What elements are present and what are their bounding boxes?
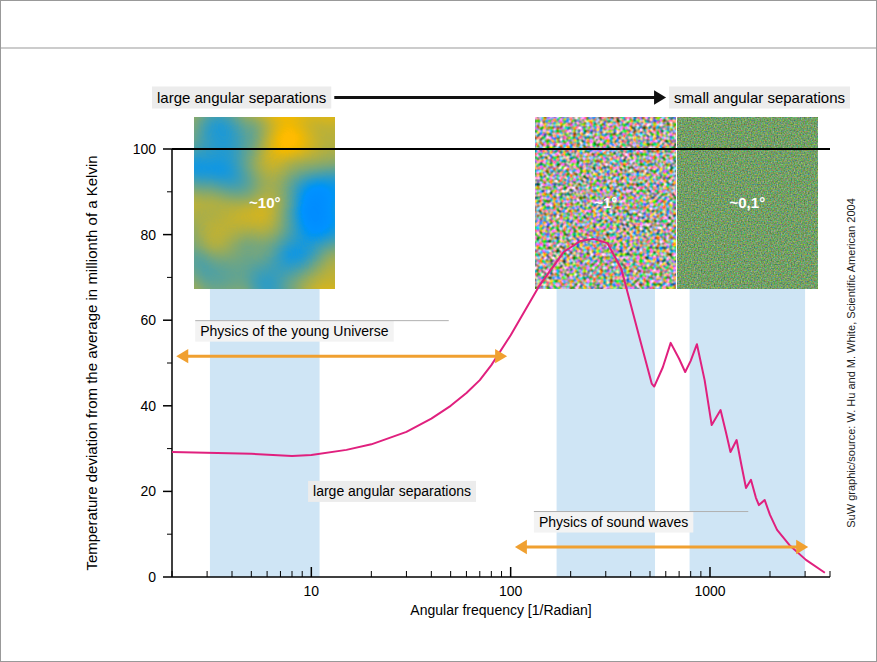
x-tick [510, 567, 512, 577]
label-patch [152, 87, 331, 109]
x-minor-tick [605, 571, 606, 577]
y-tick [163, 405, 172, 407]
label-rule [195, 320, 449, 321]
scale-label: ~10° [249, 194, 280, 211]
x-tick-label: 10 [304, 583, 320, 599]
note: large angular separations [308, 481, 476, 502]
arrow-head [654, 90, 666, 104]
x-minor-tick [649, 571, 650, 577]
y-tick-label: 60 [140, 312, 156, 328]
frame [1, 1, 877, 662]
range-arrow [186, 355, 497, 358]
arrow-head [515, 540, 527, 554]
spectrum-line [172, 239, 825, 573]
y-tick-label: 40 [140, 398, 156, 414]
x-minor-tick [570, 571, 571, 577]
y-tick [163, 234, 172, 236]
y-tick [163, 491, 172, 493]
x-minor-tick [450, 571, 451, 577]
top-frame [172, 148, 830, 150]
x-minor-tick [251, 571, 252, 577]
x-tick-label: 100 [499, 583, 523, 599]
direction-arrow [334, 96, 656, 99]
scale-label: ~1° [594, 194, 617, 211]
x-minor-tick [665, 571, 666, 577]
x-minor-tick [491, 571, 492, 577]
direction-to: small angular separations [674, 89, 845, 106]
label-patch [669, 87, 850, 109]
x-minor-tick [431, 571, 432, 577]
source: SuW graphic/source: W. Hu and M. White, … [845, 198, 857, 528]
x-tick [709, 567, 711, 577]
y-minor-tick [167, 534, 172, 535]
y-minor-tick [167, 363, 172, 364]
y-tick [163, 319, 172, 321]
x-minor-tick [479, 571, 480, 577]
x-minor-tick [280, 571, 281, 577]
label-rule [534, 511, 748, 512]
y-tick [163, 148, 172, 150]
direction-from: large angular separations [157, 89, 326, 106]
range-arrow [525, 546, 798, 549]
x-minor-tick [466, 571, 467, 577]
x-minor-tick [406, 571, 407, 577]
arrow-head [495, 349, 507, 363]
sky-map: ~0,1° [677, 117, 817, 289]
note-text: large angular separations [313, 483, 471, 499]
x-minor-tick [292, 571, 293, 577]
y-tick-label: 0 [148, 569, 156, 585]
chart: ~10° ~1° ~0,1° 0 20 40 60 80 100 10 100 1000 Angular… [0, 0, 877, 662]
y-tick [163, 576, 172, 578]
x-minor-tick [630, 571, 631, 577]
axes: 0 20 40 60 80 100 10 100 1000 [133, 141, 830, 599]
y-axis-title: Temperature deviation from the average i… [83, 155, 100, 570]
x-axis-title: Angular frequency [1/Radian] [410, 602, 591, 618]
arrow-head [796, 540, 808, 554]
header-rule [0, 48, 877, 49]
x-tick [311, 567, 313, 577]
label-patch [534, 512, 693, 533]
x-minor-tick [302, 571, 303, 577]
x-minor-tick [267, 571, 268, 577]
x-minor-tick [769, 571, 770, 577]
x-minor-tick [501, 571, 502, 577]
sky-texture [195, 117, 335, 289]
x-tick-label: 1000 [694, 583, 725, 599]
scale-label: ~0,1° [730, 194, 766, 211]
range-annotation: Physics of sound waves [515, 512, 808, 555]
arrow-head [176, 349, 188, 363]
y-minor-tick [167, 448, 172, 449]
x-minor-tick [371, 571, 372, 577]
x-minor-tick [690, 571, 691, 577]
y-tick-label: 100 [133, 141, 157, 157]
x-minor-tick [172, 571, 173, 577]
page: {"chart_data": { "type": "line", "xlabel… [0, 0, 877, 662]
label-patch [195, 321, 394, 342]
x-minor-tick [679, 571, 680, 577]
x-minor-tick [232, 571, 233, 577]
y-tick-label: 20 [140, 483, 156, 499]
x-minor-tick [207, 571, 208, 577]
x-minor-tick [805, 571, 806, 577]
y-minor-tick [167, 277, 172, 278]
y-tick-label: 80 [140, 227, 156, 243]
range-label: Physics of the young Universe [200, 323, 389, 339]
direction: large angular separations small angular s… [152, 87, 850, 109]
range-label: Physics of sound waves [539, 514, 688, 530]
label-patch [308, 481, 476, 502]
series [172, 239, 825, 573]
range-annotation: Physics of the young Universe [176, 321, 507, 364]
y-minor-tick [167, 191, 172, 192]
x-minor-tick [830, 571, 831, 577]
sky-map: ~10° [195, 117, 335, 289]
sky-texture [677, 117, 817, 289]
x-minor-tick [700, 571, 701, 577]
x-axis [172, 576, 830, 578]
